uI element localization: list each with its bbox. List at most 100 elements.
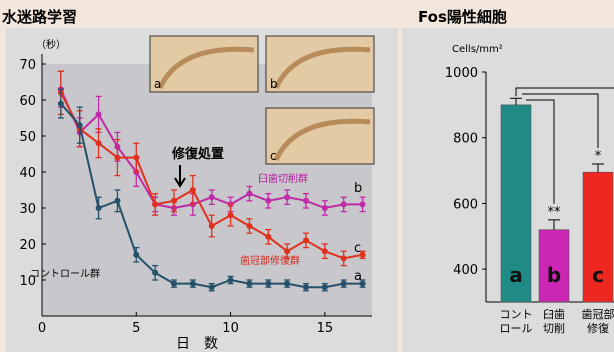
significance-marker: ** <box>548 205 562 220</box>
x-tick-label: 10 <box>222 321 239 336</box>
y-tick-label: 70 <box>19 58 36 73</box>
data-point <box>340 280 347 287</box>
data-point <box>208 194 215 201</box>
inset-frame <box>265 35 375 93</box>
data-point <box>152 201 159 208</box>
data-point <box>171 197 177 204</box>
series-letter-c: c <box>354 241 361 256</box>
data-point <box>57 100 64 107</box>
annotation-treatment: 修復処置 <box>171 146 224 162</box>
left-chart-title: 水迷路学習 <box>2 8 78 26</box>
x-tick-label: 15 <box>317 321 334 336</box>
bar-group-b: b ** 臼歯切削 <box>538 205 570 335</box>
category-label: ロール <box>500 322 533 335</box>
bar-letter: a <box>509 263 523 287</box>
data-point <box>76 122 83 129</box>
bar <box>582 171 614 303</box>
y-tick-label: 30 <box>19 202 36 217</box>
inset-label: a <box>154 77 161 91</box>
series-c <box>57 70 366 267</box>
data-point <box>359 201 366 208</box>
significance-marker: * <box>595 149 602 164</box>
fos-bar-panel: Cells/mm² 400 600 800 1000 a コント ロール b ** 臼歯 切削 c * 歯冠… <box>402 28 614 352</box>
data-point <box>114 154 121 161</box>
series-letter-b: b <box>354 181 362 196</box>
treatment-arrow <box>174 165 186 188</box>
data-point <box>246 190 253 197</box>
data-point <box>340 201 347 208</box>
fos-bar-chart: Cells/mm² 400 600 800 1000 a コントロール b ** 臼歯切削 c * 歯冠… <box>445 44 614 335</box>
data-point <box>303 284 309 291</box>
data-point <box>227 212 234 219</box>
data-point <box>321 205 328 211</box>
annotation-crown-restore: 歯冠部修復群 <box>240 254 300 267</box>
y-tick-label: 10 <box>19 274 36 289</box>
inset-cell-band <box>273 118 371 162</box>
significance-bracket <box>526 99 555 204</box>
y-tick-label: 20 <box>19 238 36 253</box>
inset-cell-band <box>157 46 255 90</box>
learning-curve-chart: a b c （秒） 10 20 30 40 50 60 70 0 5 10 15 日 数 修復処置臼歯切削群歯冠… <box>19 35 375 352</box>
bar-letter: c <box>592 263 604 287</box>
right-chart-title: Fos陽性細胞 <box>418 8 507 26</box>
inset-cell-band <box>273 46 371 90</box>
data-point <box>284 248 291 255</box>
y-tick-label: 800 <box>453 132 478 147</box>
category-label: 修復 <box>587 321 609 335</box>
data-point <box>265 233 272 240</box>
y-tick-label: 600 <box>453 197 478 212</box>
annotation-molar-cut: 臼歯切削群 <box>258 172 308 185</box>
bar-letter: b <box>547 263 561 287</box>
category-label: 歯冠部 <box>582 307 614 321</box>
data-point <box>133 154 140 161</box>
inset-frame <box>149 35 259 93</box>
data-point <box>303 237 309 244</box>
data-point <box>246 280 253 287</box>
data-point <box>227 277 234 283</box>
data-point <box>171 280 177 287</box>
data-point <box>359 280 366 287</box>
data-point <box>189 280 196 287</box>
data-point <box>133 251 140 258</box>
x-tick-label: 5 <box>132 321 140 336</box>
category-label: 切削 <box>543 321 565 335</box>
data-point <box>95 140 102 147</box>
x-tick-label: 0 <box>38 321 46 336</box>
data-point <box>189 187 196 193</box>
data-point <box>321 248 328 255</box>
significance-bracket <box>515 87 614 97</box>
y-tick-label: 400 <box>453 263 478 278</box>
micrograph-inset-b: b <box>265 35 375 93</box>
data-point <box>265 197 272 204</box>
series-a <box>57 88 366 292</box>
micrograph-inset-c: c <box>265 107 375 165</box>
data-point <box>303 197 309 204</box>
data-point <box>95 205 102 211</box>
data-point <box>284 194 291 201</box>
y-tick-label: 60 <box>19 94 36 109</box>
annotation-control: コントロール群 <box>30 267 100 280</box>
inset-label: c <box>270 149 277 163</box>
data-point <box>284 280 291 287</box>
plot-area <box>42 64 372 316</box>
data-point <box>208 223 215 229</box>
y-axis-label: （秒） <box>36 38 66 51</box>
bar-group-a: a コントロール <box>500 97 533 335</box>
bar-group-c: c * 歯冠部修復 <box>582 149 614 335</box>
data-point <box>359 251 366 258</box>
data-point <box>321 284 328 291</box>
data-point <box>246 223 253 229</box>
y-tick-label: 1000 <box>445 66 478 81</box>
data-point <box>95 111 102 118</box>
significance-bracket <box>522 93 599 148</box>
inset-label: b <box>270 77 278 91</box>
data-point <box>340 255 347 262</box>
category-label: コント <box>500 308 533 321</box>
data-point <box>208 284 215 291</box>
learning-curve-panel: a b c （秒） 10 20 30 40 50 60 70 0 5 10 15 日 数 修復処置 臼歯切削群 歯冠… <box>6 28 398 352</box>
micrograph-inset-a: a <box>149 35 259 93</box>
data-point <box>114 197 121 204</box>
category-label: 臼歯 <box>543 307 565 321</box>
y-axis-label: Cells/mm² <box>452 44 503 55</box>
data-point <box>265 280 272 287</box>
